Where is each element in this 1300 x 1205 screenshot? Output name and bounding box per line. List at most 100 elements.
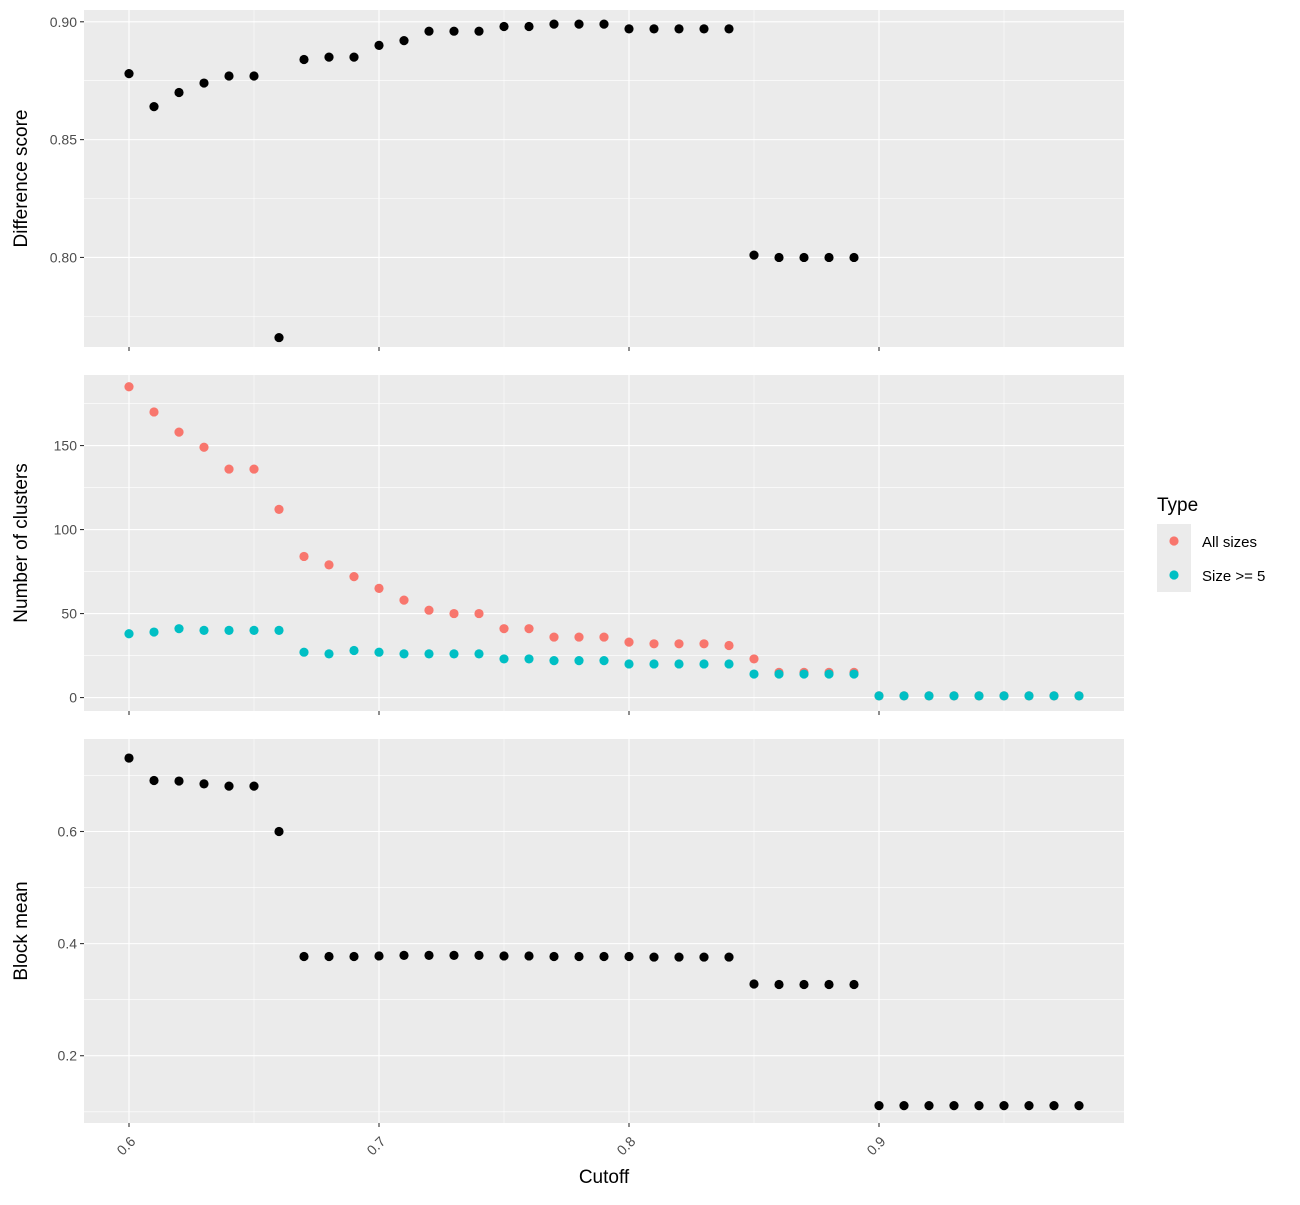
data-point — [774, 252, 784, 263]
data-point — [174, 776, 184, 786]
data-point — [424, 26, 434, 36]
data-point — [724, 24, 734, 34]
data-point — [124, 382, 134, 392]
data-point — [274, 826, 284, 837]
data-point — [524, 624, 534, 634]
data-point — [124, 69, 134, 79]
panel-3: 0.2 0.4 0.6 Block mean 0.6 0.7 0.8 0.9 Cutoff — [11, 739, 1124, 1188]
data-point — [299, 647, 309, 657]
data-point — [749, 979, 759, 989]
data-point — [749, 250, 759, 260]
data-point — [399, 649, 409, 659]
data-point — [774, 979, 784, 990]
data-point — [374, 583, 384, 593]
data-point — [224, 625, 234, 635]
data-point — [874, 1101, 884, 1111]
data-point — [699, 639, 709, 649]
data-point — [699, 24, 709, 34]
legend-marker — [1169, 536, 1179, 546]
y-tick-label: 0.90 — [50, 14, 77, 30]
x-axis-label: Cutoff — [579, 1167, 630, 1188]
data-point — [549, 951, 559, 962]
panel-1: 0.80 0.85 0.90 Difference score — [11, 10, 1124, 351]
data-point — [474, 608, 484, 619]
data-point — [624, 637, 634, 647]
y-tick-label: 0 — [69, 690, 77, 706]
data-point — [449, 950, 459, 960]
data-point — [424, 649, 434, 659]
data-point — [624, 24, 634, 34]
data-point — [1074, 1101, 1084, 1111]
x-tick-label: 0.6 — [113, 1133, 138, 1158]
data-point — [699, 952, 709, 962]
data-point — [199, 625, 209, 635]
data-point — [199, 779, 209, 789]
data-point — [299, 551, 309, 562]
data-point — [849, 979, 859, 990]
data-point — [949, 691, 959, 701]
data-point — [774, 669, 784, 679]
data-point — [674, 952, 684, 962]
data-point — [574, 632, 584, 642]
series-1 — [124, 753, 1084, 1111]
legend-entry: Size >= 5 — [1202, 568, 1265, 585]
data-point — [524, 654, 534, 664]
data-point — [824, 252, 834, 263]
data-point — [399, 595, 409, 605]
data-point — [724, 952, 734, 962]
data-point — [199, 442, 209, 452]
data-point — [899, 1101, 909, 1111]
legend-marker — [1169, 570, 1179, 580]
data-point — [499, 951, 509, 961]
data-point — [449, 649, 459, 659]
data-point — [274, 332, 284, 343]
data-point — [674, 639, 684, 649]
legend: Type All sizes Size >= 5 — [1157, 495, 1265, 592]
data-point — [549, 19, 559, 29]
data-point — [824, 979, 834, 990]
data-point — [349, 572, 359, 582]
data-point — [924, 691, 934, 701]
data-point — [624, 659, 634, 669]
data-point — [274, 504, 284, 514]
data-point — [224, 781, 234, 791]
data-point — [499, 21, 509, 32]
data-point — [1024, 1101, 1034, 1111]
data-point — [424, 605, 434, 615]
data-point — [449, 608, 459, 619]
panel-background — [84, 375, 1124, 711]
data-point — [349, 52, 359, 62]
data-point — [474, 649, 484, 659]
data-point — [724, 640, 734, 651]
data-point — [674, 659, 684, 669]
data-point — [124, 753, 134, 763]
data-point — [599, 19, 609, 29]
data-point — [599, 656, 609, 666]
data-point — [799, 252, 809, 263]
data-point — [399, 36, 409, 46]
y-tick-label: 0.4 — [58, 936, 78, 952]
data-point — [249, 625, 259, 635]
data-point — [599, 951, 609, 962]
data-point — [549, 656, 559, 666]
data-point — [174, 427, 184, 437]
data-point — [374, 40, 384, 50]
data-point — [574, 19, 584, 29]
data-point — [224, 71, 234, 81]
y-axis-label: Block mean — [11, 881, 32, 980]
data-point — [149, 102, 159, 112]
data-point — [749, 669, 759, 679]
x-tick-label: 0.9 — [863, 1133, 888, 1158]
data-point — [999, 1101, 1009, 1111]
data-point — [799, 669, 809, 679]
y-tick-label: 100 — [54, 522, 78, 538]
data-point — [374, 951, 384, 961]
series-1 — [124, 19, 859, 343]
data-point — [874, 691, 884, 701]
data-point — [174, 624, 184, 634]
panel-background — [84, 739, 1124, 1123]
series-2 — [124, 624, 1084, 701]
data-point — [749, 654, 759, 664]
data-point — [224, 464, 234, 474]
